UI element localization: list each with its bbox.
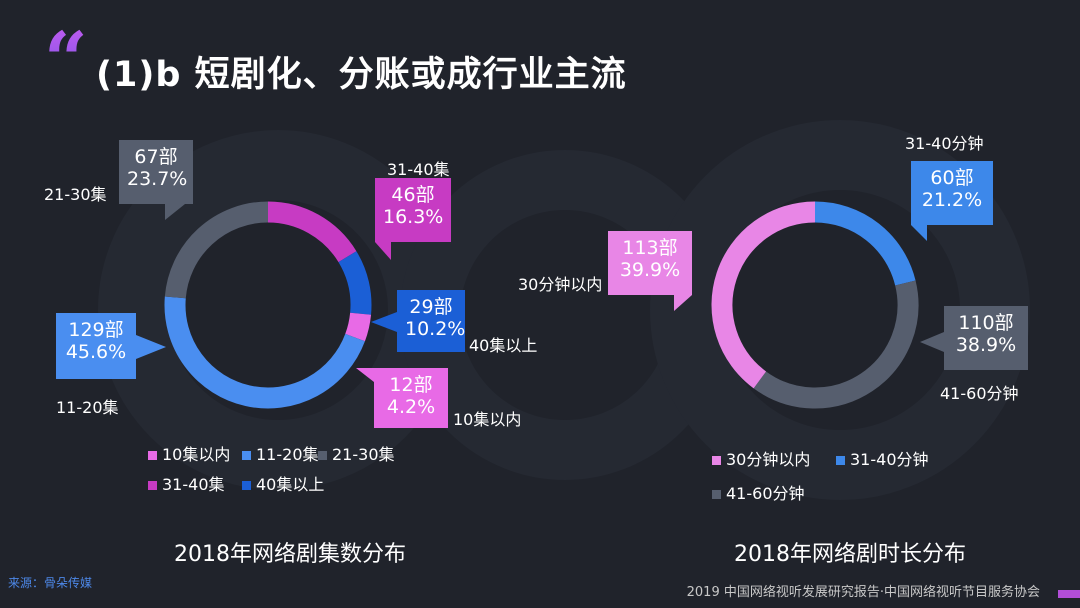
legend-label: 10集以内	[162, 445, 231, 464]
legend-item: 11-20集	[242, 441, 319, 465]
donut-slice	[267, 201, 357, 263]
callout-count: 29部	[409, 296, 453, 318]
category-label-40plus: 40集以上	[469, 336, 538, 355]
episodes-donut-chart	[164, 201, 372, 409]
category-label-21-30: 21-30集	[44, 185, 107, 204]
legend-swatch	[242, 481, 251, 490]
category-label-11-20: 11-20集	[56, 398, 119, 417]
donut-slice	[345, 312, 372, 342]
legend-swatch	[712, 456, 721, 465]
source-note: 来源：骨朵传媒	[8, 576, 93, 590]
callout-percent: 38.9%	[955, 334, 1017, 356]
category-label-30min-under: 30分钟以内	[518, 275, 603, 294]
callout-percent: 21.2%	[921, 189, 983, 211]
callout-percent: 16.3%	[383, 206, 444, 228]
callout-percent: 45.6%	[65, 341, 127, 363]
episodes-chart-title: 2018年网络剧集数分布	[174, 542, 406, 567]
callout-count: 60部	[930, 167, 974, 189]
legend-label: 30分钟以内	[726, 450, 811, 469]
duration-legend: 30分钟以内 31-40分钟 41-60分钟	[712, 446, 1012, 504]
legend-swatch	[148, 451, 157, 460]
category-label-41-60min: 41-60分钟	[940, 384, 1019, 403]
callout-count: 129部	[68, 319, 124, 341]
callout-10-under: 12部 4.2%	[356, 368, 448, 428]
donut-slice	[338, 251, 372, 315]
callout-41-60min: 110部 38.9%	[920, 306, 1028, 370]
callout-percent: 39.9%	[619, 259, 681, 281]
callout-40plus: 29部 10.2%	[371, 290, 466, 352]
callout-count: 46部	[391, 184, 435, 206]
legend-item: 31-40分钟	[836, 446, 929, 470]
callout-11-20: 129部 45.6%	[56, 313, 166, 379]
callout-count: 113部	[622, 237, 678, 259]
duration-donut-chart	[711, 201, 919, 409]
legend-swatch	[836, 456, 845, 465]
callout-percent: 4.2%	[386, 396, 436, 418]
callout-count: 12部	[389, 374, 433, 396]
donut-slice	[814, 201, 916, 286]
callout-21-30: 67部 23.7%	[119, 140, 193, 220]
legend-swatch	[242, 451, 251, 460]
footer-text: 2019 中国网络视听发展研究报告·中国网络视听节目服务协会	[686, 585, 1040, 600]
legend-swatch	[148, 481, 157, 490]
legend-swatch	[712, 490, 721, 499]
donut-slice	[753, 280, 919, 409]
legend-swatch	[318, 451, 327, 460]
legend-label: 31-40集	[162, 475, 225, 494]
legend-label: 40集以上	[256, 475, 325, 494]
quote-mark-icon: “	[44, 15, 88, 104]
callout-count: 110部	[958, 312, 1014, 334]
legend-label: 11-20集	[256, 445, 319, 464]
legend-label: 41-60分钟	[726, 484, 805, 503]
callout-31-40min: 60部 21.2%	[911, 161, 993, 241]
callout-percent: 10.2%	[405, 318, 466, 340]
legend-item: 41-60分钟	[712, 480, 805, 504]
page-title: (1)b 短剧化、分账或成行业主流	[96, 55, 627, 95]
callout-31-40: 46部 16.3%	[375, 178, 451, 260]
donut-slice	[164, 201, 269, 299]
legend-item: 10集以内	[148, 441, 230, 465]
legend-item: 40集以上	[242, 471, 324, 495]
legend-label: 31-40分钟	[850, 450, 929, 469]
footer-accent-bar	[1058, 590, 1080, 598]
callout-30min-under: 113部 39.9%	[608, 231, 692, 311]
category-label-10-under: 10集以内	[453, 410, 522, 429]
legend-item: 31-40集	[148, 471, 225, 495]
category-label-31-40min: 31-40分钟	[905, 134, 984, 153]
legend-item: 21-30集	[318, 441, 395, 465]
legend-item: 30分钟以内	[712, 446, 810, 470]
category-label-31-40: 31-40集	[387, 160, 450, 179]
callout-percent: 23.7%	[127, 168, 188, 190]
duration-chart-title: 2018年网络剧时长分布	[734, 542, 966, 567]
donut-slice	[164, 296, 365, 409]
donut-slice	[711, 201, 816, 389]
episodes-legend: 10集以内 11-20集 21-30集 31-40集 40集以上	[148, 441, 448, 497]
callout-count: 67部	[134, 146, 178, 168]
legend-label: 21-30集	[332, 445, 395, 464]
